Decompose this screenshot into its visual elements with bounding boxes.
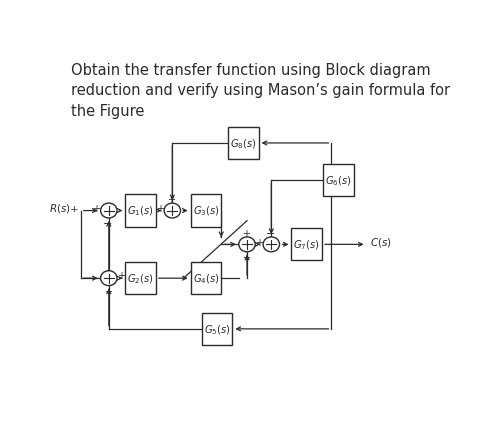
Bar	[125, 262, 156, 294]
Text: +: +	[242, 228, 250, 238]
Text: $G_5(s)$: $G_5(s)$	[204, 322, 230, 336]
Text: −: −	[266, 228, 275, 238]
Text: $G_7(s)$: $G_7(s)$	[294, 238, 320, 251]
Text: $G_2(s)$: $G_2(s)$	[127, 272, 154, 285]
Circle shape	[239, 237, 255, 252]
Bar	[292, 229, 322, 261]
Text: +: +	[242, 253, 250, 263]
Text: $G_3(s)$: $G_3(s)$	[193, 204, 219, 218]
Text: +: +	[156, 203, 163, 213]
Circle shape	[101, 271, 117, 286]
Text: +: +	[254, 237, 263, 247]
Text: +: +	[104, 286, 112, 297]
Text: $R(s)$+: $R(s)$+	[49, 202, 79, 215]
Text: Obtain the transfer function using Block diagram
reduction and verify using Maso: Obtain the transfer function using Block…	[71, 63, 451, 118]
Text: $G_6(s)$: $G_6(s)$	[325, 174, 352, 187]
Text: $G_4(s)$: $G_4(s)$	[193, 272, 219, 285]
Text: −: −	[103, 219, 112, 229]
Text: +: +	[92, 203, 100, 213]
Circle shape	[263, 237, 280, 252]
Text: $G_8(s)$: $G_8(s)$	[230, 137, 256, 150]
Bar	[202, 313, 232, 345]
Bar	[323, 165, 354, 197]
Text: $G_1(s)$: $G_1(s)$	[127, 204, 154, 218]
Bar	[228, 127, 259, 159]
Text: $C(s)$: $C(s)$	[370, 236, 392, 249]
Text: +: +	[167, 194, 175, 205]
Circle shape	[164, 204, 181, 219]
Bar	[190, 262, 221, 294]
Bar	[125, 195, 156, 227]
Circle shape	[101, 204, 117, 219]
Bar	[190, 195, 221, 227]
Text: +: +	[118, 271, 125, 281]
